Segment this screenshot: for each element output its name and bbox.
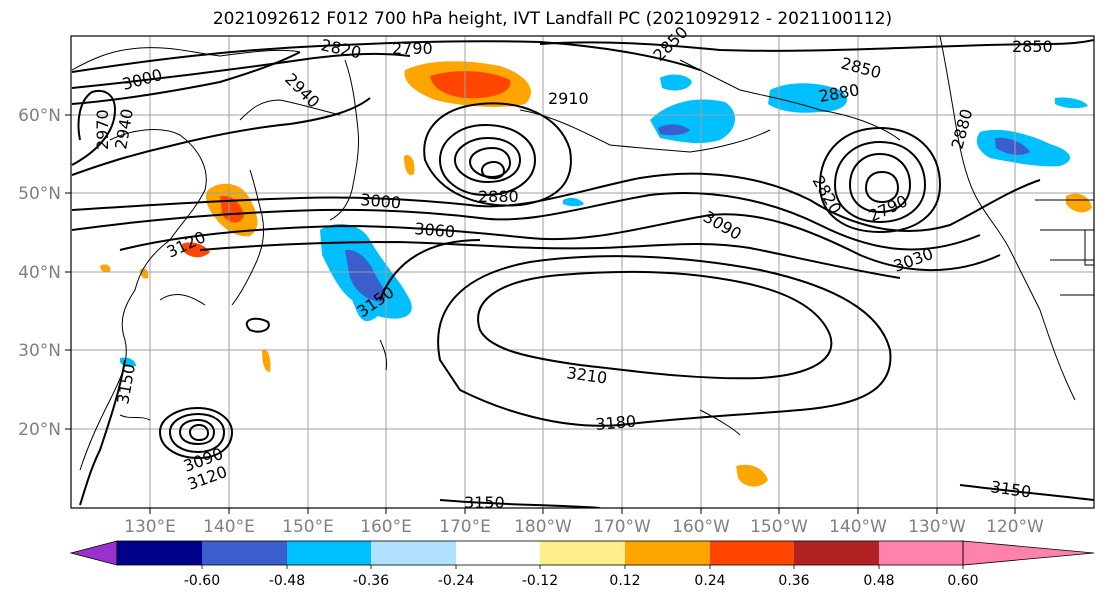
colorbar-bin (371, 541, 456, 565)
colorbar-tick-label: 0.12 (609, 573, 640, 589)
colorbar-tick-label: 0.48 (863, 573, 894, 589)
lon-tick-label: 140°W (829, 517, 887, 537)
lon-tick-label: 160°E (360, 517, 412, 537)
contour-label: 3000 (360, 190, 402, 212)
lon-tick-label: 130°W (908, 517, 966, 537)
coastlines (71, 36, 1094, 471)
height-contours (71, 39, 1094, 508)
lat-tick-label: 30°N (18, 341, 61, 361)
colorbar-tick-label: -0.48 (269, 573, 305, 589)
lat-tick-label: 20°N (18, 420, 61, 440)
map-title: 2021092612 F012 700 hPa height, IVT Land… (212, 9, 893, 29)
tick-marks (65, 114, 1016, 514)
lat-tick-label: 60°N (18, 106, 61, 126)
colorbar-bin (540, 541, 625, 565)
lon-tick-label: 170°E (439, 517, 491, 537)
contour-label: 3150 (464, 493, 505, 512)
colorbar-bin (456, 541, 540, 565)
lon-tick-label: 130°E (124, 517, 176, 537)
contour-label: 2970 (93, 109, 112, 150)
lat-tick-label: 50°N (18, 184, 61, 204)
colorbar-tick-label: 0.36 (778, 573, 809, 589)
lon-tick-label: 120°W (986, 517, 1044, 537)
colorbar-tick-label: 0.24 (694, 573, 725, 589)
contour-label: 2910 (548, 89, 589, 108)
lat-tick-label: 40°N (18, 263, 61, 283)
colorbar-left-arrow (69, 540, 118, 566)
colorbar-bin (625, 541, 710, 565)
colorbar-bin (117, 541, 202, 565)
colorbar-bin (202, 541, 287, 565)
ivt-shading (100, 61, 1092, 487)
lon-tick-label: 140°E (203, 517, 255, 537)
colorbar-tick-label: -0.12 (522, 573, 558, 589)
colorbar-tick-label: -0.24 (438, 573, 474, 589)
colorbar-right-arrow (962, 540, 1095, 566)
latitude-labels: 60°N 50°N 40°N 30°N 20°N (18, 106, 61, 440)
colorbar-tick-label: -0.60 (184, 573, 220, 589)
colorbar-bin (287, 541, 371, 565)
colorbar: -0.60 -0.48 -0.36 -0.24 -0.12 0.12 0.24 … (69, 540, 1095, 589)
colorbar-tick-label: -0.36 (353, 573, 389, 589)
colorbar-bin (710, 541, 794, 565)
contour-label: 2850 (1012, 37, 1053, 56)
longitude-labels: 130°E 140°E 150°E 160°E 170°E 180°W 170°… (124, 517, 1044, 537)
colorbar-tick-label: 0.60 (947, 573, 978, 589)
colorbar-bin (794, 541, 879, 565)
lon-tick-label: 170°W (593, 517, 651, 537)
lon-tick-label: 160°W (672, 517, 730, 537)
colorbar-bin (879, 541, 963, 565)
lon-tick-label: 180°W (514, 517, 572, 537)
contour-label: 2880 (478, 187, 519, 206)
lon-tick-label: 150°E (282, 517, 334, 537)
contour-label: 3060 (414, 219, 456, 241)
lon-tick-label: 150°W (750, 517, 808, 537)
contour-label: 2790 (392, 39, 433, 58)
contour-label: 3180 (595, 412, 637, 434)
